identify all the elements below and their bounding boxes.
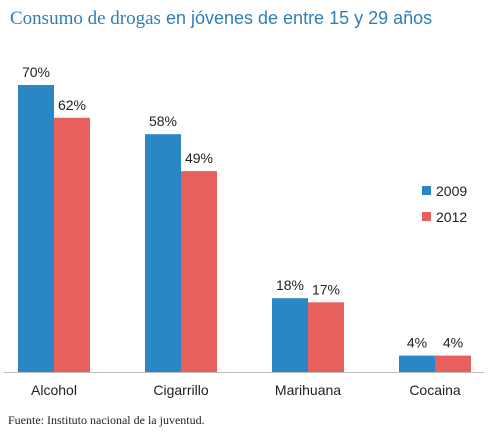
bar-cocaina-2009 bbox=[399, 355, 435, 372]
legend: 2009 2012 bbox=[422, 183, 467, 225]
bar-alcohol-2012 bbox=[54, 117, 90, 372]
bar-cocaina-2012 bbox=[435, 355, 471, 372]
value-label-cocaina-2009: 4% bbox=[407, 335, 427, 351]
category-label-marihuana: Marihuana bbox=[275, 382, 341, 398]
legend-swatch-2009 bbox=[422, 186, 431, 195]
bar-marihuana-2012 bbox=[308, 302, 344, 372]
value-labels-group: 70% 62% 58% 49% 18% 17% 4% 4% bbox=[22, 64, 463, 351]
category-label-cigarrillo: Cigarrillo bbox=[153, 382, 208, 398]
bar-cigarrillo-2012 bbox=[181, 171, 217, 372]
legend-swatch-2012 bbox=[422, 212, 431, 221]
legend-label-2012: 2012 bbox=[436, 209, 467, 225]
chart-title: Consumo de drogas en jóvenes de entre 15… bbox=[10, 8, 432, 30]
category-label-alcohol: Alcohol bbox=[31, 382, 77, 398]
value-label-alcohol-2012: 62% bbox=[58, 97, 86, 113]
bar-alcohol-2009 bbox=[18, 85, 54, 372]
bar-marihuana-2009 bbox=[272, 298, 308, 372]
value-label-cigarrillo-2012: 49% bbox=[185, 150, 213, 166]
category-label-cocaina: Cocaina bbox=[409, 382, 461, 398]
bars-group bbox=[18, 85, 471, 372]
legend-label-2009: 2009 bbox=[436, 183, 467, 199]
category-labels-group: Alcohol Cigarrillo Marihuana Cocaina bbox=[31, 382, 461, 398]
value-label-marihuana-2009: 18% bbox=[276, 277, 304, 293]
value-label-alcohol-2009: 70% bbox=[22, 64, 50, 80]
source-note: Fuente: Instituto nacional de la juventu… bbox=[8, 413, 205, 427]
chart-title-part2: en jóvenes de entre 15 y 29 años bbox=[165, 8, 433, 28]
value-label-marihuana-2012: 17% bbox=[312, 281, 340, 297]
chart-title-part1: Consumo de drogas bbox=[10, 8, 161, 29]
value-label-cigarrillo-2009: 58% bbox=[149, 113, 177, 129]
bar-cigarrillo-2009 bbox=[145, 134, 181, 372]
value-label-cocaina-2012: 4% bbox=[443, 335, 463, 351]
